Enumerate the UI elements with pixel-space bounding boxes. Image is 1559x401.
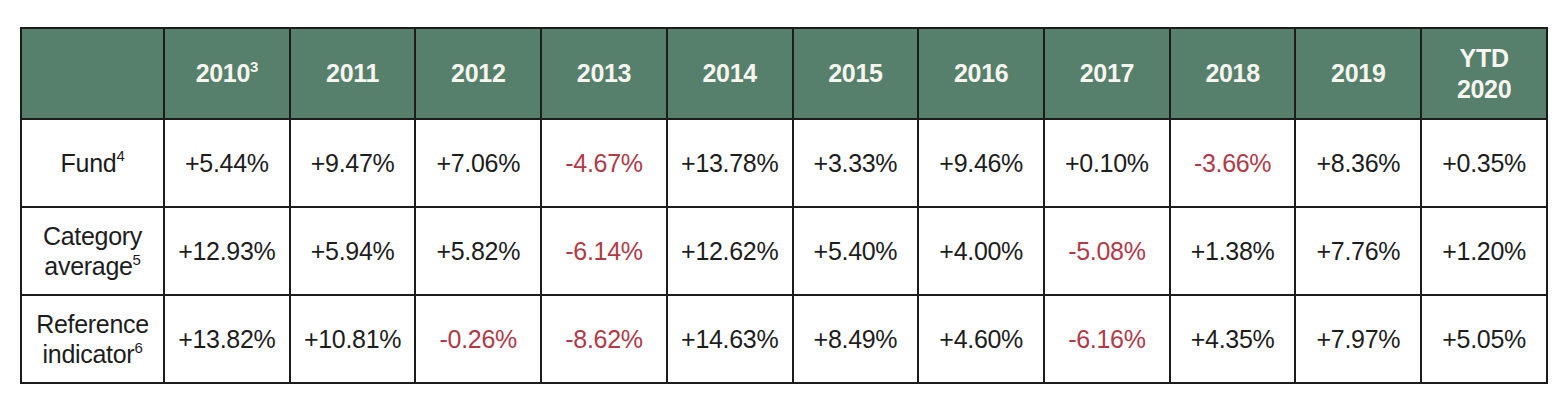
value-cell: +13.78%: [667, 119, 793, 207]
value-cell: -4.67%: [541, 119, 667, 207]
table-row-reference-indicator: Referenceindicator6+13.82%+10.81%-0.26%-…: [21, 295, 1547, 383]
column-header-text-line: 2011: [291, 58, 415, 89]
column-header-text-line: 2013: [542, 58, 666, 89]
footnote-marker: 4: [116, 147, 124, 164]
value-cell: +4.60%: [918, 295, 1044, 383]
column-header-2012: 2012: [415, 28, 541, 119]
column-header-text: 2014: [703, 59, 757, 87]
column-header-text: 2012: [451, 59, 505, 87]
value-cell: +8.49%: [793, 295, 919, 383]
value-cell: -8.62%: [541, 295, 667, 383]
table-row-fund: Fund4+5.44%+9.47%+7.06%-4.67%+13.78%+3.3…: [21, 119, 1547, 207]
column-header-text: 2010: [196, 59, 250, 87]
value-cell: +8.36%: [1295, 119, 1421, 207]
value-cell: +9.47%: [290, 119, 416, 207]
value-cell: +12.93%: [164, 207, 290, 295]
column-header-text: 2015: [828, 59, 882, 87]
row-label-text: indicator: [43, 340, 135, 368]
value-cell: -6.14%: [541, 207, 667, 295]
column-header-text-line: 2019: [1296, 58, 1420, 89]
value-cell: -5.08%: [1044, 207, 1170, 295]
row-label-fund: Fund4: [21, 119, 164, 207]
column-header-text: 2011: [326, 59, 379, 87]
value-cell: +5.82%: [415, 207, 541, 295]
value-cell: +5.44%: [164, 119, 290, 207]
row-label-text-line: Fund4: [22, 148, 163, 179]
column-header-text-line: 2020: [1422, 74, 1546, 105]
value-cell: +1.38%: [1170, 207, 1296, 295]
column-header-ytd-2020: YTD 2020: [1421, 28, 1547, 119]
footnote-marker: 6: [134, 339, 142, 356]
value-cell: +7.06%: [415, 119, 541, 207]
value-cell: +10.81%: [290, 295, 416, 383]
table-header: 20103 2011 2012 2013 2014 2015 2016 2017 2018 201…: [21, 28, 1547, 119]
row-label-text: Category: [43, 222, 142, 250]
value-cell: +5.94%: [290, 207, 416, 295]
column-header-2010: 20103: [164, 28, 290, 119]
column-header-text-line: 2017: [1045, 58, 1169, 89]
column-header-text: 2013: [577, 59, 631, 87]
value-cell: +14.63%: [667, 295, 793, 383]
row-label-text-line: Category: [22, 221, 163, 252]
column-header-2019: 2019: [1295, 28, 1421, 119]
column-header-text-line: YTD: [1422, 43, 1546, 74]
row-label-text: average: [44, 252, 132, 280]
value-cell: -0.26%: [415, 295, 541, 383]
column-header-text-line: 20103: [165, 58, 289, 89]
column-header-2018: 2018: [1170, 28, 1296, 119]
performance-table: 20103 2011 2012 2013 2014 2015 2016 2017 2018 201…: [20, 27, 1548, 384]
row-label-reference-indicator: Referenceindicator6: [21, 295, 164, 383]
table-body: Fund4+5.44%+9.47%+7.06%-4.67%+13.78%+3.3…: [21, 119, 1547, 383]
column-header-2011: 2011: [290, 28, 416, 119]
column-header-text-line: 2016: [919, 58, 1043, 89]
value-cell: +12.62%: [667, 207, 793, 295]
column-header-text: 2018: [1205, 59, 1259, 87]
footnote-marker: 5: [133, 251, 141, 268]
value-cell: +5.05%: [1421, 295, 1547, 383]
row-label-text-line: Reference: [22, 309, 163, 340]
value-cell: +9.46%: [918, 119, 1044, 207]
row-label-text-line: average5: [22, 251, 163, 282]
row-label-text: Reference: [36, 310, 149, 338]
column-header-text-line: 2014: [668, 58, 792, 89]
value-cell: +13.82%: [164, 295, 290, 383]
value-cell: -6.16%: [1044, 295, 1170, 383]
column-header-text: 2016: [954, 59, 1008, 87]
column-header-text: 2019: [1331, 59, 1385, 87]
footnote-marker: 3: [250, 58, 258, 75]
value-cell: +0.35%: [1421, 119, 1547, 207]
value-cell: +0.10%: [1044, 119, 1170, 207]
value-cell: +4.35%: [1170, 295, 1296, 383]
value-cell: +4.00%: [918, 207, 1044, 295]
column-header-text: 2017: [1080, 59, 1134, 87]
value-cell: +5.40%: [793, 207, 919, 295]
table-row-category-average: Categoryaverage5+12.93%+5.94%+5.82%-6.14…: [21, 207, 1547, 295]
column-header-2014: 2014: [667, 28, 793, 119]
value-cell: +1.20%: [1421, 207, 1547, 295]
value-cell: +7.97%: [1295, 295, 1421, 383]
column-header-text: YTD: [1460, 44, 1509, 72]
column-header-2016: 2016: [918, 28, 1044, 119]
corner-header-cell: [21, 28, 164, 119]
row-label-category-average: Categoryaverage5: [21, 207, 164, 295]
column-header-text-line: 2015: [794, 58, 918, 89]
column-header-text: 2020: [1457, 75, 1511, 103]
row-label-text-line: indicator6: [22, 339, 163, 370]
header-row: 20103 2011 2012 2013 2014 2015 2016 2017 2018 201…: [21, 28, 1547, 119]
row-label-text: Fund: [61, 149, 117, 177]
column-header-text-line: 2012: [416, 58, 540, 89]
column-header-2017: 2017: [1044, 28, 1170, 119]
column-header-text-line: 2018: [1171, 58, 1295, 89]
value-cell: +3.33%: [793, 119, 919, 207]
column-header-2015: 2015: [793, 28, 919, 119]
column-header-2013: 2013: [541, 28, 667, 119]
value-cell: -3.66%: [1170, 119, 1296, 207]
value-cell: +7.76%: [1295, 207, 1421, 295]
